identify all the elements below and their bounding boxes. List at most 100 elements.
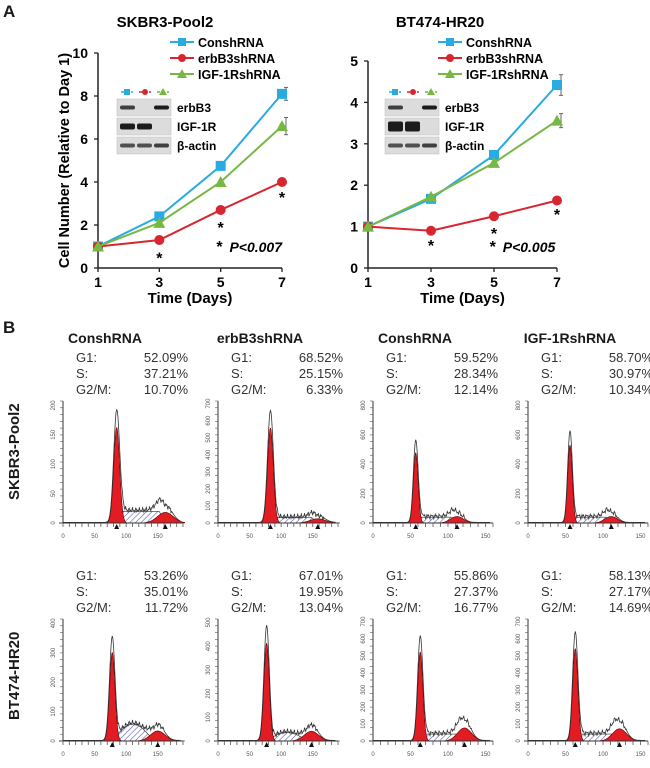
histogram-plot: 0 100 200 300 400 500 0 50 100 150 (206, 617, 340, 758)
legend-item: IGF-1RshRNA (438, 68, 549, 82)
x-tick-label: 150 (308, 534, 319, 540)
y-tick-label: 0 (350, 260, 358, 276)
data-point (153, 216, 166, 228)
data-point (551, 114, 563, 126)
data-point (215, 160, 226, 171)
p-value-annotation: P<0.007 (229, 239, 283, 255)
histogram-envelope (373, 439, 490, 523)
cell-cycle-stats: G1: 58.70% S: 30.97% G2/M: 10.34% (541, 350, 650, 398)
y-tick-label: 400 (516, 459, 522, 470)
y-tick-label: 0 (206, 739, 212, 743)
histogram-panel: G1: 67.01% S: 19.95% G2/M: 13.04% 0 100 200 300 40… (185, 543, 343, 758)
x-tick-label: 5 (217, 274, 225, 290)
stat-value: 37.21% (143, 366, 188, 381)
data-point (277, 177, 287, 187)
stat-value: 11.72% (144, 600, 188, 615)
y-tick-label: 400 (206, 449, 212, 460)
x-tick-label: 3 (427, 274, 435, 290)
y-tick-label: 0 (361, 739, 367, 743)
x-tick-label: 50 (407, 752, 414, 758)
significance-star: * (218, 220, 225, 237)
data-point (277, 88, 287, 99)
x-tick-label: 50 (91, 534, 98, 540)
y-tick-label: 3 (350, 136, 358, 152)
x-tick-label: 100 (598, 752, 609, 758)
x-tick-label: 0 (61, 534, 65, 540)
lane-key-marker (392, 89, 398, 95)
series-erbb3shrna (363, 195, 562, 236)
x-tick-label: 150 (153, 534, 164, 540)
stat-row-g2m: G2/M: 14.69% (541, 600, 650, 616)
x-tick-label: 150 (308, 752, 319, 758)
x-tick-label: 50 (246, 752, 253, 758)
y-tick-label: 10 (72, 45, 88, 61)
histogram-envelope (528, 430, 645, 523)
y-tick-label: 100 (361, 718, 367, 729)
histogram-plot: 0 200 400 600 800 0 50 100 150 (516, 400, 649, 540)
y-tick-label: 200 (516, 701, 522, 712)
y-tick-label: 200 (206, 483, 212, 494)
y-tick-label: 100 (51, 459, 57, 470)
cell-cycle-stats: G1: 68.52% S: 25.15% G2/M: 6.33% (231, 350, 343, 398)
blot-label: IGF-1R (177, 120, 217, 134)
stat-row-s: S: 25.15% (231, 366, 343, 382)
peak-marker-icon (308, 742, 314, 747)
y-tick-label: 300 (361, 684, 367, 695)
histogram-title: erbB3shRNA (216, 330, 304, 346)
histogram-panel: G1: 53.26% S: 35.01% G2/M: 11.72% 0 100 200 300 40… (30, 543, 188, 758)
data-point (276, 120, 288, 132)
stat-label: G1: (386, 350, 407, 365)
x-tick-label: 150 (635, 534, 646, 540)
chart-title: BT474-HR20 (396, 14, 484, 31)
peak-marker-icon (608, 524, 614, 529)
stat-label: G2/M: (386, 600, 422, 615)
data-point (488, 156, 500, 168)
histogram-envelope (218, 625, 336, 741)
series-line (97, 181, 283, 248)
y-tick-label: 600 (516, 633, 522, 644)
stat-value: 27.37% (453, 584, 498, 599)
y-tick-label: 200 (361, 701, 367, 712)
y-tick-label: 400 (361, 667, 367, 678)
x-tick-label: 100 (121, 752, 132, 758)
annotation-star: * (216, 239, 223, 256)
cell-cycle-stats: G1: 58.13% S: 27.17% G2/M: 14.69% (541, 568, 650, 616)
peak-marker-icon (109, 742, 115, 747)
stat-label: S: (541, 584, 554, 599)
y-tick-label: 700 (516, 616, 522, 627)
stat-row-s: S: 37.21% (76, 366, 188, 382)
y-tick-label: 100 (206, 712, 212, 723)
stat-label: G2/M: (76, 382, 112, 397)
stat-value: 52.09% (143, 350, 188, 365)
x-tick-label: 0 (526, 752, 530, 758)
protein-band (154, 143, 169, 148)
stat-label: G2/M: (541, 382, 577, 397)
histogram-panel: ConshRNA G1: 59.52% S: 28.34% G2/M: 12.14% 0 200… (340, 325, 498, 540)
g1-peak (104, 427, 129, 524)
stat-value: 58.13% (608, 568, 650, 583)
stat-row-s: S: 35.01% (76, 584, 188, 600)
x-tick-label: 3 (155, 274, 163, 290)
y-tick-label: 0 (206, 521, 212, 525)
series-igf-1rshrna (92, 117, 288, 252)
peak-marker-icon (413, 524, 419, 529)
legend-label: erbB3shRNA (198, 52, 275, 66)
stat-label: S: (231, 584, 244, 599)
chart-title: SKBR3-Pool2 (117, 14, 214, 31)
data-point (92, 240, 104, 252)
y-tick-label: 400 (51, 618, 57, 629)
histogram-plot: 0 200 400 600 800 0 50 100 150 (361, 400, 494, 540)
peak-marker-icon (617, 742, 622, 747)
blot-label: erbB3 (445, 101, 479, 115)
cell-cycle-stats: G1: 67.01% S: 19.95% G2/M: 13.04% (231, 568, 343, 616)
histogram-panel: erbB3shRNA G1: 68.52% S: 25.15% G2/M: 6.33% 0 10… (185, 325, 343, 540)
cell-cycle-stats: G1: 53.26% S: 35.01% G2/M: 11.72% (76, 568, 188, 616)
stat-value: 58.70% (608, 350, 650, 365)
stat-row-s: S: 19.95% (231, 584, 343, 600)
lane-key-marker (410, 89, 416, 95)
histogram-plot: 0 100 200 300 400 500 600 700 0 50 100 150 (361, 616, 494, 758)
y-tick-label: 0 (516, 521, 522, 525)
legend-label: erbB3shRNA (466, 52, 543, 66)
stat-label: S: (386, 584, 399, 599)
data-point (154, 235, 165, 246)
